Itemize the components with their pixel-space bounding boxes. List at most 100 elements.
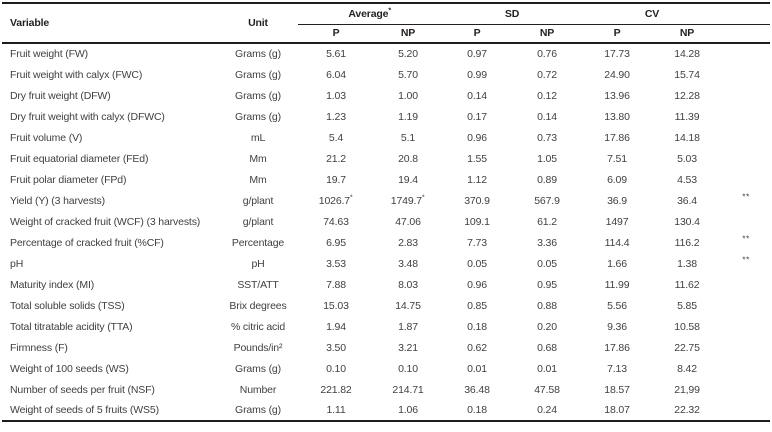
variable-cell: Total titratable acidity (TTA) <box>10 320 133 333</box>
unit-cell: SST/ATT <box>237 278 279 291</box>
value-cell: 3.53 <box>326 257 346 270</box>
variable-cell: Number of seeds per fruit (NSF) <box>10 383 155 396</box>
variable-cell: Fruit equatorial diameter (FEd) <box>10 152 149 165</box>
value-cell: 6.95 <box>326 236 346 249</box>
value-cell: 567.9 <box>534 194 560 207</box>
value-cell: 74.63 <box>323 215 349 228</box>
value-cell: 1.12 <box>467 173 487 186</box>
subheader-average-np: NP <box>374 24 442 44</box>
value-cell: 0.73 <box>537 131 557 144</box>
sd-label: SD <box>504 7 520 20</box>
value-cell: 0.05 <box>537 257 557 270</box>
value-cell: 14.28 <box>674 48 700 60</box>
value-cell: 22.32 <box>674 404 700 416</box>
value-cell: 11.99 <box>604 278 630 291</box>
value-cell: 11.62 <box>674 278 700 291</box>
value-cell: 0.24 <box>537 404 557 416</box>
value-cell: 5.61 <box>326 48 346 60</box>
variable-cell: Maturity index (MI) <box>10 278 95 291</box>
table-row: Number of seeds per fruit (NSF) Number 221… <box>2 379 770 400</box>
significance-cell <box>722 316 770 337</box>
significance-cell <box>722 337 770 358</box>
significance-cell: ** <box>742 233 750 243</box>
value-cell: 21,99 <box>674 383 700 396</box>
value-cell: 19.4 <box>398 173 418 186</box>
cv-label: CV <box>644 7 660 20</box>
variable-cell: Fruit weight (FW) <box>10 48 88 60</box>
value-cell: 7.13 <box>607 362 627 375</box>
table-row: Fruit volume (V) mL 5.4 5.1 0.96 0.73 17.86 14.… <box>2 127 770 148</box>
value-cell: 5.4 <box>328 131 344 144</box>
value-cell: 0.68 <box>537 341 557 354</box>
value-cell: 8.42 <box>677 362 697 375</box>
unit-cell: g/plant <box>242 194 274 207</box>
table-row: Total soluble solids (TSS) Brix degrees 15… <box>2 295 770 316</box>
value-cell: 5.03 <box>677 152 697 165</box>
value-cell: 36.9 <box>607 194 627 207</box>
table-row: Yield (Y) (3 harvests) g/plant 1026.7* 1749… <box>2 190 770 211</box>
value-cell: 0.10 <box>326 362 346 375</box>
value-cell: 0.14 <box>537 110 557 123</box>
value-cell: 1.66 <box>607 257 627 270</box>
subheader-average-p: P <box>298 24 374 44</box>
subheader-significance <box>722 24 771 44</box>
value-cell: 130.4 <box>674 215 700 228</box>
value-cell: 3.36 <box>537 236 557 249</box>
value-cell: 36.48 <box>464 383 490 396</box>
variable-cell: Percentage of cracked fruit (%CF) <box>10 236 164 249</box>
subheader-cv-p: P <box>582 24 653 44</box>
unit-cell: % citric acid <box>230 320 286 333</box>
subheader-row: P NP P NP P NP <box>2 24 771 44</box>
table-row: Weight of seeds of 5 fruits (WS5) Grams (… <box>2 400 770 421</box>
col-header-sd: SD <box>442 3 583 25</box>
value-cell: 0.18 <box>467 404 487 416</box>
significance-cell <box>722 400 770 421</box>
value-cell: 0.05 <box>467 257 487 270</box>
variable-cell: Dry fruit weight (DFW) <box>10 89 111 102</box>
table-body: Fruit weight (FW) Grams (g) 5.61 5.20 0.97 0.… <box>2 43 770 421</box>
unit-cell: Grams (g) <box>235 48 281 60</box>
value-cell: 7.51 <box>607 152 627 165</box>
significance-cell <box>722 295 770 316</box>
table-header: Variable Unit Average* SD CV P NP P NP P… <box>2 3 771 44</box>
value-cell: 0.89 <box>537 173 557 186</box>
significance-cell <box>722 379 770 400</box>
value-cell: 214.71 <box>392 383 424 396</box>
value-cell: 0.20 <box>537 320 557 333</box>
unit-cell: Mm <box>249 152 267 165</box>
table-row: Percentage of cracked fruit (%CF) Percent… <box>2 232 770 253</box>
variable-cell: Fruit volume (V) <box>10 131 83 144</box>
value-cell: 3.50 <box>326 341 346 354</box>
value-cell: 22.75 <box>674 341 700 354</box>
significance-cell <box>722 85 770 106</box>
significance-cell <box>722 148 770 169</box>
value-cell: 1749.7* <box>390 194 426 207</box>
value-cell: 0.18 <box>467 320 487 333</box>
value-cell: 1.94 <box>326 320 346 333</box>
value-cell: 0.12 <box>537 89 557 102</box>
table-row: Dry fruit weight (DFW) Grams (g) 1.03 1.00 0… <box>2 85 770 106</box>
value-cell: 0.88 <box>537 299 557 312</box>
value-cell: 3.48 <box>398 257 418 270</box>
value-cell: 0.01 <box>467 362 487 375</box>
variable-cell: pH <box>10 257 24 270</box>
value-cell: 6.04 <box>326 68 346 81</box>
value-cell: 10.58 <box>674 320 700 333</box>
value-cell: 114.4 <box>604 236 630 249</box>
variable-cell: Fruit weight with calyx (FWC) <box>10 68 143 81</box>
significance-cell: ** <box>742 191 750 201</box>
variable-cell: Firmness (F) <box>10 341 68 354</box>
value-cell: 47.58 <box>534 383 560 396</box>
value-cell: 7.88 <box>326 278 346 291</box>
value-cell: 15.03 <box>323 299 349 312</box>
value-cell: 17.86 <box>604 341 630 354</box>
unit-cell: Grams (g) <box>235 68 281 81</box>
value-cell: 1.05 <box>537 152 557 165</box>
average-label: Average <box>348 7 389 20</box>
value-cell: 0.17 <box>467 110 487 123</box>
value-cell: 15.74 <box>674 68 700 81</box>
value-cell: 1.19 <box>398 110 418 123</box>
value-cell: 4.53 <box>677 173 697 186</box>
table-row: Fruit equatorial diameter (FEd) Mm 21.2 20.… <box>2 148 770 169</box>
